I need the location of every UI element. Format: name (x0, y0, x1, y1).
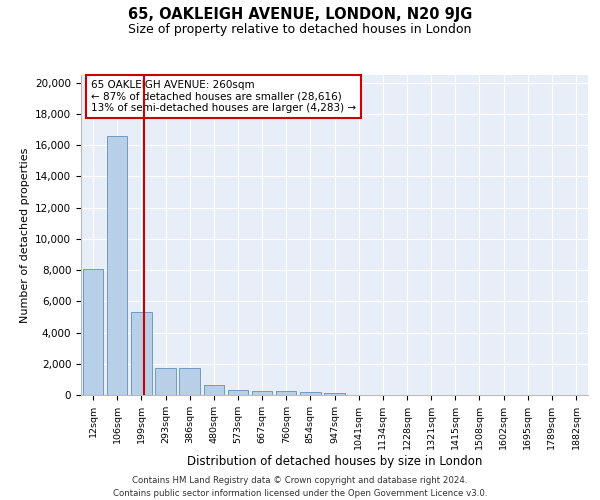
Bar (324, 392, 345, 395)
Bar (131, 312, 152, 395)
Bar (252, 390, 272, 395)
Bar (203, 385, 224, 395)
Text: 65, OAKLEIGH AVENUE, LONDON, N20 9JG: 65, OAKLEIGH AVENUE, LONDON, N20 9JG (128, 8, 472, 22)
Y-axis label: Number of detached properties: Number of detached properties (20, 148, 29, 322)
Bar (227, 390, 248, 395)
Bar (179, 368, 200, 395)
Bar (155, 368, 176, 395)
Bar (300, 392, 320, 395)
Text: Size of property relative to detached houses in London: Size of property relative to detached ho… (128, 22, 472, 36)
Text: Contains HM Land Registry data © Crown copyright and database right 2024.
Contai: Contains HM Land Registry data © Crown c… (113, 476, 487, 498)
X-axis label: Distribution of detached houses by size in London: Distribution of detached houses by size … (187, 454, 482, 468)
Text: 65 OAKLEIGH AVENUE: 260sqm
← 87% of detached houses are smaller (28,616)
13% of : 65 OAKLEIGH AVENUE: 260sqm ← 87% of deta… (91, 80, 356, 113)
Bar (276, 392, 296, 395)
Bar (107, 136, 127, 395)
Bar (83, 268, 103, 395)
